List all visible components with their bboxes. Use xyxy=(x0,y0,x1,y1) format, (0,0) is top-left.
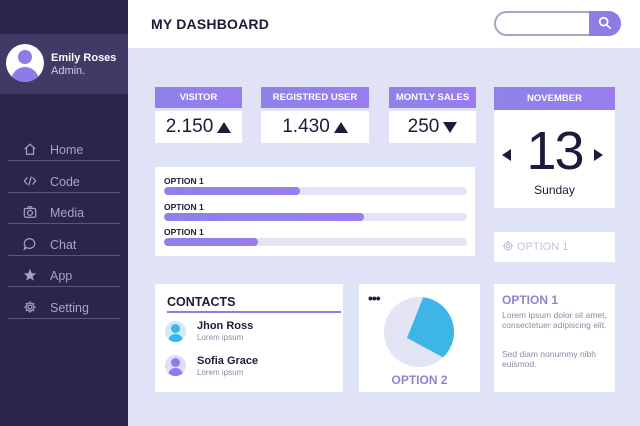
stat-sales-label: MONTLY SALES xyxy=(389,87,476,108)
sidebar-item-app[interactable]: App xyxy=(8,265,120,287)
contacts-card: CONTACTS Jhon Ross Lorem ipsum Sofia Gra… xyxy=(155,284,343,392)
progress-fill xyxy=(164,238,258,246)
sidebar-item-label: App xyxy=(50,269,73,283)
progress-bar xyxy=(164,187,467,195)
stat-sales: 250 xyxy=(389,111,476,143)
gear-icon xyxy=(502,240,514,252)
sidebar-item-label: Setting xyxy=(50,301,89,315)
calendar-month: NOVEMBER xyxy=(494,87,615,110)
header: MY DASHBOARD xyxy=(128,0,640,48)
sidebar-item-setting[interactable]: Setting xyxy=(8,297,120,319)
stat-registered-label: REGISTRED USER xyxy=(261,87,369,108)
search-button[interactable] xyxy=(589,11,621,36)
chat-icon xyxy=(23,237,39,253)
info-card-text: Sed diam nonummy nibh euismod. xyxy=(502,349,597,369)
contact-subtitle: Lorem ipsum xyxy=(197,333,244,342)
sidebar-item-label: Chat xyxy=(50,238,77,252)
more-icon[interactable]: ••• xyxy=(368,290,381,306)
option-row[interactable]: OPTION 1 xyxy=(494,232,615,262)
progress-bar xyxy=(164,213,467,221)
avatar[interactable] xyxy=(165,321,186,342)
sidebar-item-chat[interactable]: Chat xyxy=(8,234,120,256)
sidebar-item-label: Code xyxy=(50,175,80,189)
divider xyxy=(167,311,341,313)
contact-name[interactable]: Sofia Grace xyxy=(197,355,259,367)
profile-card: Emily Roses Admin. xyxy=(0,34,128,94)
stat-visitor: 2.150 xyxy=(155,111,242,143)
code-icon xyxy=(23,174,39,190)
calendar-weekday: Sunday xyxy=(534,183,575,197)
trend-down-icon xyxy=(443,121,458,133)
avatar[interactable] xyxy=(165,355,186,376)
sidebar-item-code[interactable]: Code xyxy=(8,171,120,193)
camera-icon xyxy=(23,205,39,221)
star-icon xyxy=(23,268,39,284)
stat-visitor-label: VISITOR xyxy=(155,87,242,108)
profile-name: Emily Roses xyxy=(51,52,117,64)
stat-value: 2.150 xyxy=(165,116,214,137)
contact-subtitle: Lorem ipsum xyxy=(197,368,244,377)
progress-label: OPTION 1 xyxy=(164,176,204,186)
calendar-day: 13 xyxy=(526,121,584,181)
sidebar-item-media[interactable]: Media xyxy=(8,202,120,224)
stat-value: 250 xyxy=(407,116,440,137)
stat-value: 1.430 xyxy=(282,116,330,137)
progress-label: OPTION 1 xyxy=(164,202,204,212)
info-card-title: OPTION 1 xyxy=(502,293,559,307)
contact-name[interactable]: Jhon Ross xyxy=(197,320,254,332)
pie-label: OPTION 2 xyxy=(391,373,448,387)
calendar-card: 13 Sunday xyxy=(494,110,615,208)
progress-fill xyxy=(164,187,301,195)
info-card: OPTION 1 Lorem ipsum dolor sit amet, con… xyxy=(494,284,615,392)
progress-fill xyxy=(164,213,364,221)
next-arrow-icon[interactable] xyxy=(594,149,603,161)
gear-icon xyxy=(23,300,39,316)
page-title: MY DASHBOARD xyxy=(151,16,270,32)
search-icon xyxy=(598,16,612,30)
trend-up-icon xyxy=(333,121,348,133)
prev-arrow-icon[interactable] xyxy=(502,149,511,161)
sidebar-item-label: Home xyxy=(50,143,84,157)
progress-bar xyxy=(164,238,467,246)
sidebar-item-label: Media xyxy=(50,206,85,220)
pie-slice xyxy=(407,297,454,358)
sidebar: Emily Roses Admin. Home Code Media Chat … xyxy=(0,0,128,426)
sidebar-item-home[interactable]: Home xyxy=(8,139,120,161)
progress-label: OPTION 1 xyxy=(164,227,204,237)
contacts-title: CONTACTS xyxy=(167,295,236,309)
avatar[interactable] xyxy=(6,44,44,82)
progress-card: OPTION 1 OPTION 1 OPTION 1 xyxy=(155,167,475,256)
pie-chart xyxy=(384,297,454,367)
home-icon xyxy=(23,142,39,158)
pie-card: ••• OPTION 2 xyxy=(359,284,480,392)
info-card-text: Lorem ipsum dolor sit amet, consectetuer… xyxy=(502,310,607,330)
trend-up-icon xyxy=(217,121,232,133)
option-row-label: OPTION 1 xyxy=(517,241,569,253)
profile-role: Admin. xyxy=(51,65,86,77)
stat-registered: 1.430 xyxy=(261,111,369,143)
